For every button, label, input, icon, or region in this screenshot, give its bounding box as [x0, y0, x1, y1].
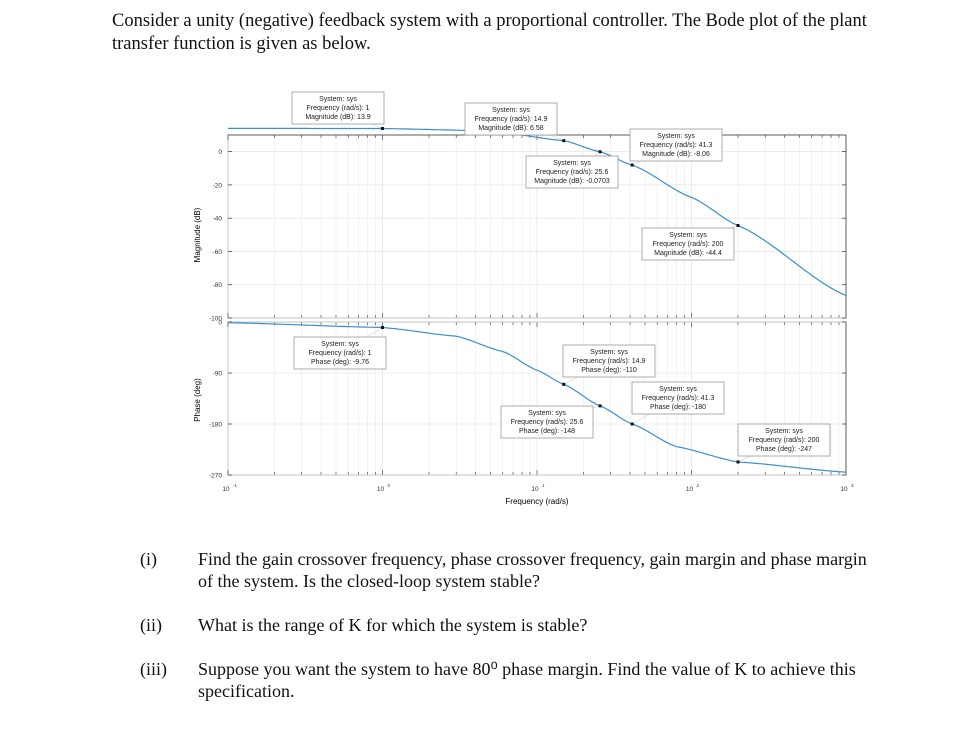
phase-ytick-label: 0 [218, 320, 222, 327]
xtick-exponent: 0 [388, 483, 391, 488]
magnitude-curve [228, 127, 847, 297]
datatip-marker [381, 326, 384, 330]
datatip-text: Frequency (rad/s): 14.9 [573, 358, 646, 365]
datatip-marker [562, 382, 566, 386]
datatip-marker [381, 127, 384, 131]
datatip-box [562, 344, 656, 378]
datatip-text: System: sys [669, 232, 707, 239]
datatip-box [464, 102, 558, 136]
phase-curve [228, 322, 847, 473]
magnitude-ytick-label: -40 [213, 216, 223, 223]
datatip-text: Frequency (rad/s): 25.6 [511, 419, 584, 426]
datatip-marker [736, 224, 740, 228]
question-1-number: (i) [140, 549, 157, 569]
magnitude-ytick-label: -100 [209, 316, 222, 323]
datatip-box [500, 405, 594, 439]
question-2-number: (ii) [140, 615, 162, 635]
datatip-marker [630, 163, 634, 167]
datatip-text: System: sys [590, 349, 628, 356]
datatip-text: System: sys [553, 160, 591, 167]
datatip-box [525, 155, 619, 189]
magnitude-axis-label: Magnitude (dB) [193, 207, 202, 262]
magnitude-ytick-label: -80 [213, 282, 223, 289]
datatip-text: Frequency (rad/s): 41.3 [640, 142, 713, 149]
datatip-box [631, 381, 725, 415]
datatip-text: System: sys [321, 341, 359, 348]
datatip-text: Phase (deg): -110 [581, 367, 637, 374]
datatip-text: Magnitude (dB): 6.58 [478, 125, 543, 132]
datatip-marker [598, 150, 602, 154]
xtick-label: 10 [377, 486, 385, 493]
datatip-text: Frequency (rad/s): 25.6 [536, 169, 609, 176]
datatip-box [737, 423, 831, 457]
datatip-marker [598, 404, 602, 408]
xtick-label: 10 [531, 486, 539, 493]
xtick-label: 10 [222, 486, 230, 493]
datatip-box [641, 227, 735, 261]
datatip-text: Phase (deg): -9.76 [311, 359, 369, 366]
phase-ytick-label: -90 [213, 371, 223, 378]
xtick-label: 10 [840, 486, 848, 493]
phase-ytick-label: -270 [209, 473, 222, 480]
datatip-text: Frequency (rad/s): 14.9 [475, 116, 548, 123]
datatip-text: System: sys [659, 386, 697, 393]
datatip-text: Magnitude (dB): -0.0703 [534, 178, 610, 185]
phase-axis-label: Phase (deg) [193, 378, 202, 422]
question-1-text: Find the gain crossover frequency, phase… [198, 549, 867, 591]
phase-ytick-label: -180 [209, 422, 222, 429]
xtick-label: 10 [686, 486, 694, 493]
datatip-text: System: sys [528, 410, 566, 417]
frequency-axis-label: Frequency (rad/s) [505, 497, 568, 506]
datatip-text: Magnitude (dB): 13.9 [305, 114, 370, 121]
datatip-text: System: sys [319, 96, 357, 103]
datatip-box [291, 91, 385, 125]
datatip-text: Frequency (rad/s): 200 [749, 437, 820, 444]
magnitude-ytick-label: 0 [218, 149, 222, 156]
datatip-text: Frequency (rad/s): 200 [653, 241, 724, 248]
xtick-exponent: 3 [851, 483, 854, 488]
datatip-marker [630, 422, 634, 426]
datatip-text: Phase (deg): -247 [756, 446, 812, 453]
xtick-exponent: 2 [697, 483, 700, 488]
datatip-text: Frequency (rad/s): 1 [306, 105, 369, 112]
xtick-exponent: -1 [233, 483, 237, 488]
magnitude-ytick-label: -60 [213, 249, 223, 256]
datatip-text: Phase (deg): -148 [519, 428, 575, 435]
datatip-marker [736, 460, 740, 464]
datatip-text: System: sys [657, 133, 695, 140]
problem-intro: Consider a unity (negative) feedback sys… [112, 11, 867, 54]
question-3-text: Suppose you want the system to have 80⁰ … [198, 659, 856, 701]
datatip-text: Frequency (rad/s): 1 [308, 350, 371, 357]
question-3-number: (iii) [140, 659, 167, 679]
datatip-text: Phase (deg): -180 [650, 404, 706, 411]
question-2-text: What is the range of K for which the sys… [198, 615, 588, 635]
datatip-marker [562, 139, 566, 143]
datatip-text: System: sys [765, 428, 803, 435]
datatip-text: Frequency (rad/s): 41.3 [642, 395, 715, 402]
datatip-box [293, 336, 387, 370]
datatip-text: System: sys [492, 107, 530, 114]
datatip-text: Magnitude (dB): -8.06 [642, 151, 710, 158]
magnitude-panel: 0 -20 -40 -60 -80 -100 System: sys Frequency (r… [209, 91, 847, 323]
datatip-text: Magnitude (dB): -44.4 [654, 250, 722, 257]
datatip-box [629, 128, 723, 162]
xtick-exponent: 1 [542, 483, 545, 488]
magnitude-ytick-label: -20 [213, 182, 223, 189]
